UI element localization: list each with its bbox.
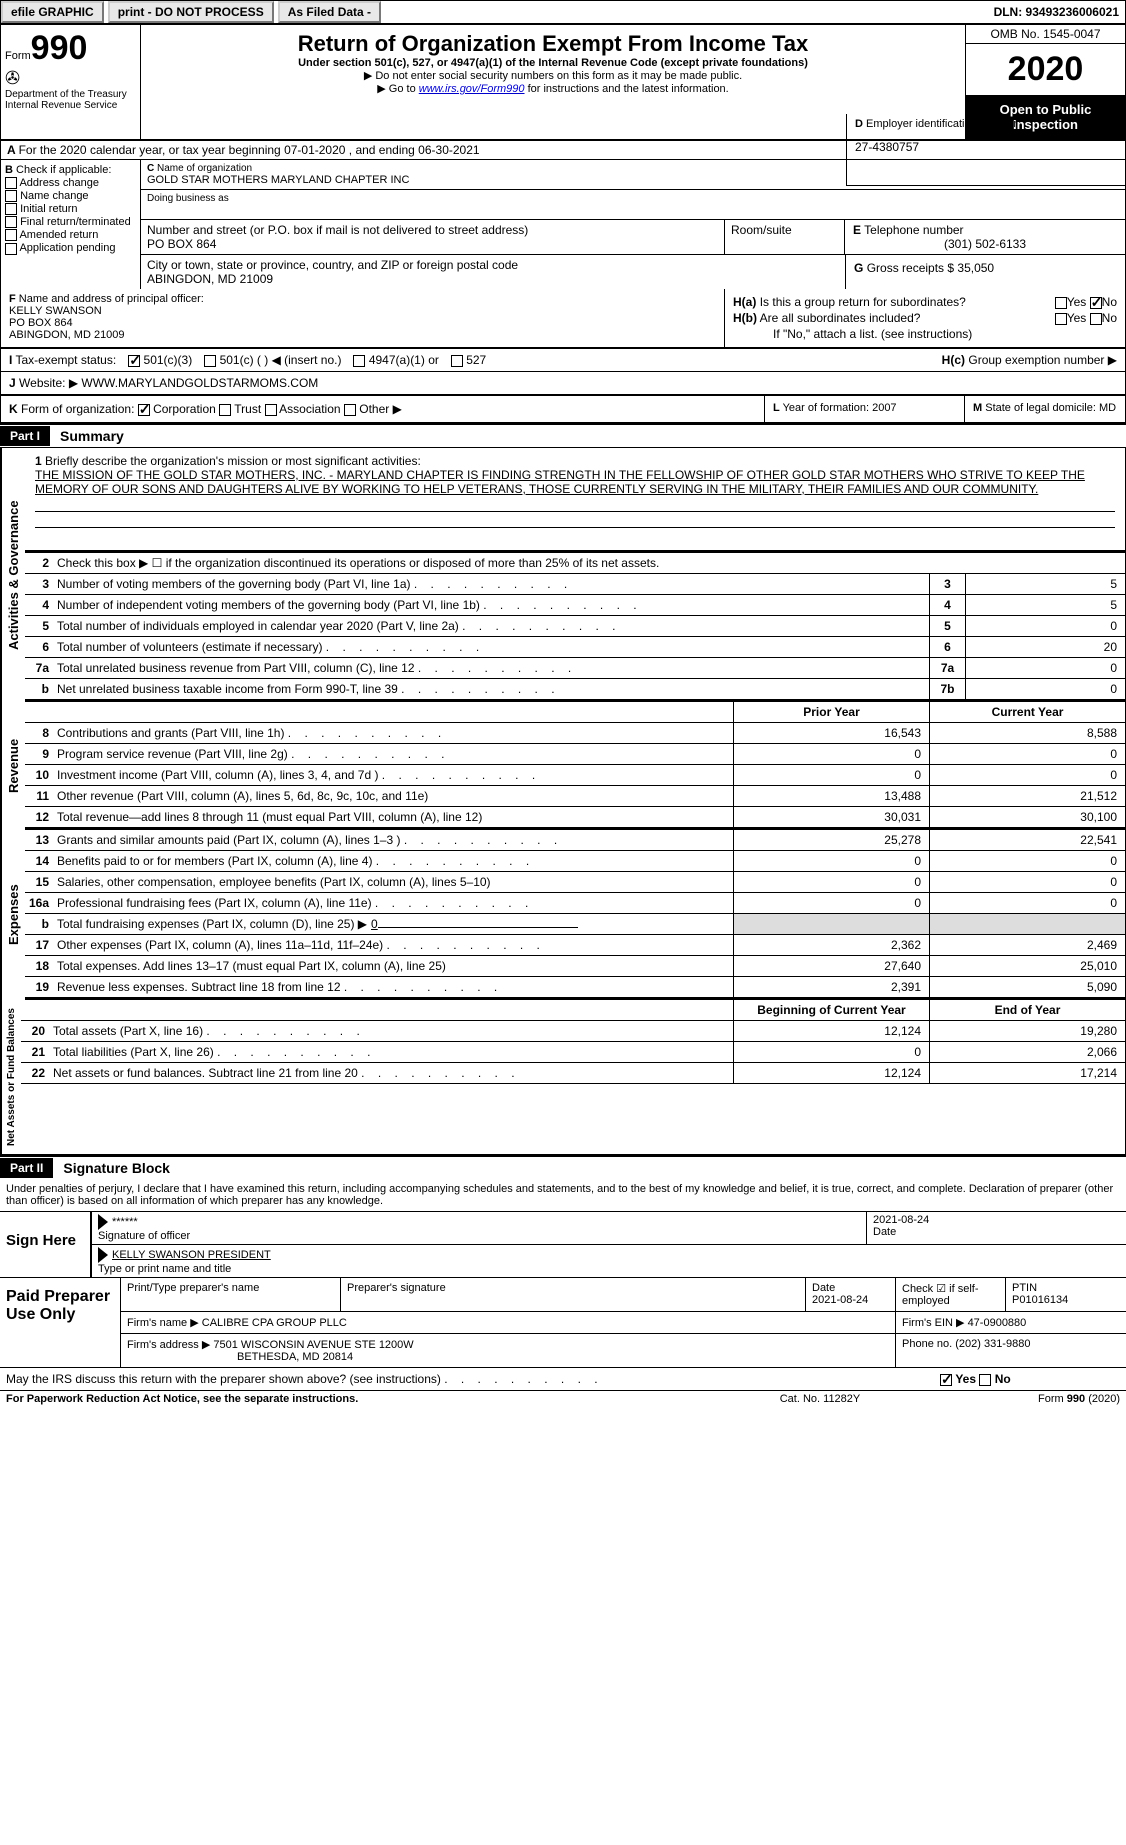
page-subtitle: Under section 501(c), 527, or 4947(a)(1)… xyxy=(147,57,959,69)
instr-line-2: ▶ Go to www.irs.gov/Form990 for instruct… xyxy=(147,82,959,95)
org-phone: (301) 502-6133 xyxy=(853,237,1117,251)
part-2-header: Part II Signature Block xyxy=(0,1155,1126,1179)
irs-link[interactable]: www.irs.gov/Form990 xyxy=(419,83,525,95)
part-1-header: Part I Summary xyxy=(0,423,1126,447)
signer-name: KELLY SWANSON PRESIDENT xyxy=(112,1249,271,1261)
org-city: ABINGDON, MD 21009 xyxy=(147,272,839,286)
dln-label: DLN: 93493236006021 xyxy=(994,5,1125,19)
sign-here-block: Sign Here ******Signature of officer 202… xyxy=(0,1212,1126,1278)
vert-label-revenue: Revenue xyxy=(1,702,25,830)
section-fh: F Name and address of principal officer:… xyxy=(0,289,1126,348)
website-url: WWW.MARYLANDGOLDSTARMOMS.COM xyxy=(81,376,318,390)
asfiled-button[interactable]: As Filed Data - xyxy=(278,1,381,23)
may-irs-discuss: May the IRS discuss this return with the… xyxy=(0,1368,1126,1391)
top-bar: efile GRAPHIC print - DO NOT PROCESS As … xyxy=(0,0,1126,24)
dept-irs: Internal Revenue Service xyxy=(5,100,136,111)
page-title: Return of Organization Exempt From Incom… xyxy=(147,31,959,57)
tax-year: 2020 xyxy=(966,44,1125,96)
efile-button[interactable]: efile GRAPHIC xyxy=(1,1,104,23)
mission-text: THE MISSION OF THE GOLD STAR MOTHERS, IN… xyxy=(35,468,1085,496)
instr-line-1: ▶ Do not enter social security numbers o… xyxy=(147,69,959,82)
vert-label-expenses: Expenses xyxy=(1,830,25,1000)
omb-number: OMB No. 1545-0047 xyxy=(966,25,1125,44)
org-name: GOLD STAR MOTHERS MARYLAND CHAPTER INC xyxy=(147,174,1119,186)
section-bcde: B Check if applicable: Address change Na… xyxy=(0,160,1126,289)
vert-label-governance: Activities & Governance xyxy=(1,448,25,702)
firm-name: CALIBRE CPA GROUP PLLC xyxy=(202,1317,347,1329)
vert-label-net-assets: Net Assets or Fund Balances xyxy=(1,1000,21,1154)
print-button[interactable]: print - DO NOT PROCESS xyxy=(108,1,274,23)
row-i-tax-status: I Tax-exempt status: 501(c)(3) 501(c) ( … xyxy=(0,348,1126,372)
row-j-website: J Website: ▶ WWW.MARYLANDGOLDSTARMOMS.CO… xyxy=(0,372,1126,395)
gross-receipts: 35,050 xyxy=(957,261,994,275)
footer: For Paperwork Reduction Act Notice, see … xyxy=(0,1391,1126,1407)
org-address: PO BOX 864 xyxy=(147,237,718,251)
form-label: Form xyxy=(5,50,31,62)
paid-preparer-block: Paid Preparer Use Only Print/Type prepar… xyxy=(0,1278,1126,1368)
officer-name: KELLY SWANSON xyxy=(9,305,102,317)
section-c: C Name of organization GOLD STAR MOTHERS… xyxy=(141,160,1125,289)
penalties-text: Under penalties of perjury, I declare th… xyxy=(0,1179,1126,1212)
section-b: B Check if applicable: Address change Na… xyxy=(1,160,141,289)
form-number: 990 xyxy=(31,29,88,67)
row-klm: K Form of organization: Corporation Trus… xyxy=(0,395,1126,423)
summary-block: Activities & Governance 1 Briefly descri… xyxy=(0,447,1126,1155)
dept-treasury: Department of the Treasury xyxy=(5,89,136,100)
